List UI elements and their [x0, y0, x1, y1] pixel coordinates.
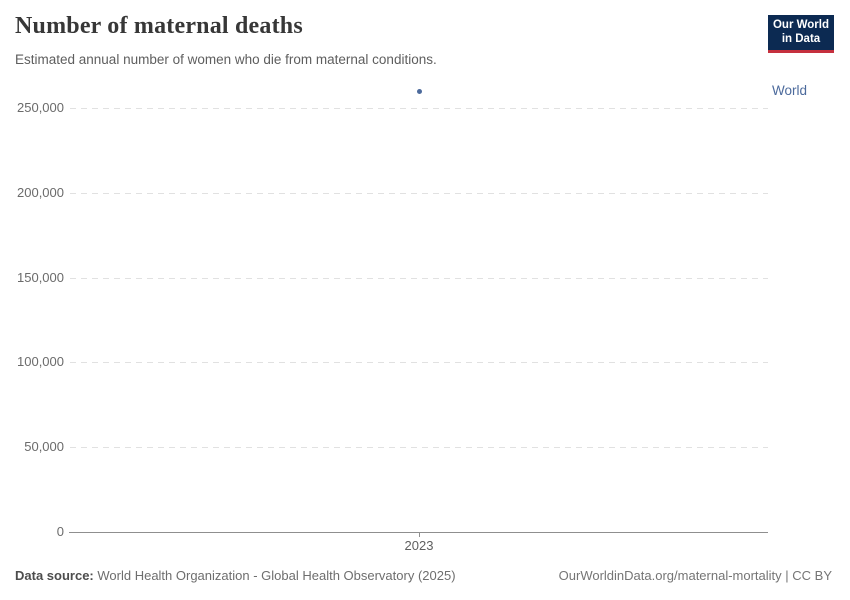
y-tick-label: 200,000: [17, 185, 64, 200]
y-tick-label: 50,000: [24, 439, 64, 454]
y-tick-label: 100,000: [17, 354, 64, 369]
y-tick-label: 150,000: [17, 270, 64, 285]
data-source-label: Data source:: [15, 568, 94, 583]
chart-subtitle: Estimated annual number of women who die…: [15, 52, 437, 67]
owid-logo-line2: in Data: [781, 32, 821, 45]
data-source-value: World Health Organization - Global Healt…: [97, 568, 456, 583]
y-tick-label: 0: [56, 524, 64, 539]
owid-logo[interactable]: Our World in Data: [768, 15, 834, 53]
owid-logo-line1: Our World: [772, 19, 829, 31]
y-tick-label: 250,000: [17, 100, 64, 115]
series-label-world[interactable]: World: [772, 83, 808, 99]
gridline: [70, 193, 768, 194]
gridline: [70, 447, 768, 448]
gridline: [70, 362, 768, 363]
chart-title: Number of maternal deaths: [15, 13, 303, 39]
gridline: [70, 278, 768, 279]
x-axis-line: [69, 532, 768, 533]
credit-link[interactable]: OurWorldinData.org/maternal-mortality | …: [558, 568, 832, 583]
data-source-note: Data source: World Health Organization -…: [15, 568, 456, 583]
gridline: [70, 108, 768, 109]
x-tick-label: 2023: [404, 538, 434, 553]
data-point-world[interactable]: [416, 88, 422, 94]
x-axis-tick: [419, 533, 420, 537]
